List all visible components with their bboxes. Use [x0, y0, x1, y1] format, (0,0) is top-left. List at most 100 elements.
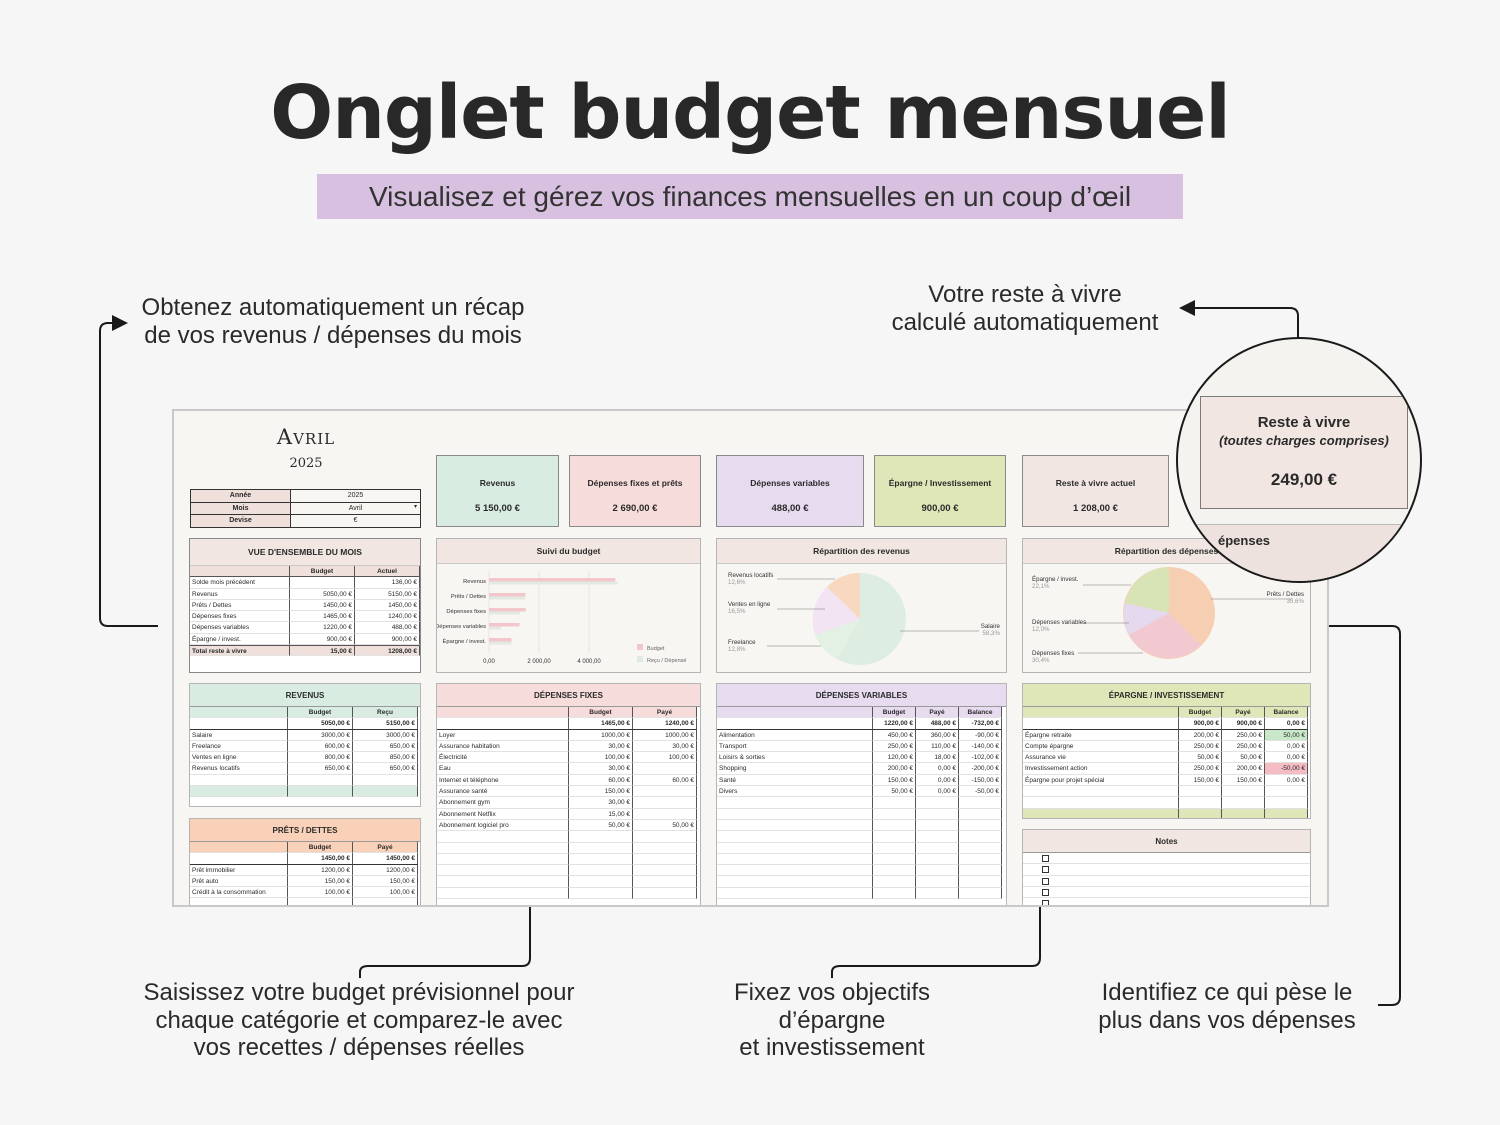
value-cell[interactable]: [916, 797, 959, 809]
value-cell[interactable]: 650,00 €: [353, 763, 418, 775]
value-cell[interactable]: 150,00 €: [353, 875, 418, 888]
value-cell[interactable]: 50,00 €: [1179, 752, 1222, 764]
row-label[interactable]: [717, 831, 873, 843]
row-label[interactable]: Compte épargne: [1023, 740, 1179, 753]
row-label[interactable]: Épargne pour projet spécial: [1023, 774, 1179, 787]
budget-cell[interactable]: 1465,00 €: [290, 611, 355, 623]
row-label[interactable]: Shopping: [717, 763, 873, 775]
value-cell[interactable]: 150,00 €: [873, 774, 916, 787]
value-cell[interactable]: [873, 808, 916, 820]
row-label[interactable]: Freelance: [190, 740, 288, 753]
value-cell[interactable]: [1265, 797, 1308, 809]
row-label[interactable]: Internet et téléphone: [437, 774, 569, 787]
value-cell[interactable]: 0,00 €: [1265, 740, 1308, 753]
row-label[interactable]: [190, 898, 288, 905]
value-cell[interactable]: 3000,00 €: [353, 729, 418, 741]
value-cell[interactable]: 150,00 €: [569, 786, 633, 798]
budget-cell[interactable]: 5050,00 €: [290, 588, 355, 600]
value-cell[interactable]: 0,00 €: [916, 774, 959, 787]
checkbox[interactable]: [1042, 855, 1049, 862]
value-cell[interactable]: [633, 842, 697, 854]
value-cell[interactable]: [569, 831, 633, 843]
value-cell[interactable]: 250,00 €: [1222, 729, 1265, 741]
value-cell[interactable]: [288, 898, 353, 905]
checkbox[interactable]: [1042, 888, 1049, 896]
row-label[interactable]: [1023, 808, 1179, 818]
value-cell[interactable]: [633, 887, 697, 900]
value-cell[interactable]: -102,00 €: [959, 752, 1002, 764]
value-cell[interactable]: [873, 853, 916, 866]
row-label[interactable]: Investissement action: [1023, 763, 1179, 775]
row-label[interactable]: [437, 865, 569, 877]
checkbox[interactable]: [1042, 866, 1049, 874]
value-cell[interactable]: [916, 842, 959, 854]
row-label[interactable]: Crédit à la consommation: [190, 887, 288, 899]
row-label[interactable]: [437, 831, 569, 843]
value-cell[interactable]: [959, 876, 1002, 888]
row-label[interactable]: [437, 842, 569, 854]
value-cell[interactable]: [959, 853, 1002, 866]
value-cell[interactable]: 250,00 €: [1179, 740, 1222, 753]
value-cell[interactable]: [873, 797, 916, 809]
row-label[interactable]: [717, 797, 873, 809]
row-label[interactable]: [717, 865, 873, 877]
value-cell[interactable]: [569, 887, 633, 900]
value-cell[interactable]: [633, 831, 697, 843]
value-cell[interactable]: 15,00 €: [569, 808, 633, 820]
value-cell[interactable]: [633, 797, 697, 809]
row-label[interactable]: Prêt immobilier: [190, 864, 288, 876]
value-cell[interactable]: [633, 865, 697, 877]
value-cell[interactable]: -140,00 €: [959, 740, 1002, 753]
value-cell[interactable]: [569, 876, 633, 888]
row-label[interactable]: Ventes en ligne: [190, 752, 288, 764]
row-label[interactable]: [190, 786, 288, 798]
row-label[interactable]: Abonnement Netflix: [437, 808, 569, 820]
budget-cell[interactable]: 1450,00 €: [290, 599, 355, 612]
value-cell[interactable]: [1179, 797, 1222, 809]
value-cell[interactable]: 3000,00 €: [288, 729, 353, 741]
value-cell[interactable]: [1179, 808, 1222, 818]
value-cell[interactable]: [1265, 808, 1308, 818]
value-cell[interactable]: 150,00 €: [288, 875, 353, 888]
value-cell[interactable]: [873, 831, 916, 843]
value-cell[interactable]: [916, 819, 959, 832]
value-cell[interactable]: 100,00 €: [633, 752, 697, 764]
value-cell[interactable]: 150,00 €: [1222, 774, 1265, 787]
row-label[interactable]: Prêt auto: [190, 875, 288, 888]
value-cell[interactable]: 50,00 €: [1265, 729, 1308, 741]
value-cell[interactable]: 450,00 €: [873, 729, 916, 741]
value-cell[interactable]: 0,00 €: [916, 786, 959, 798]
value-cell[interactable]: 0,00 €: [916, 763, 959, 775]
value-cell[interactable]: -90,00 €: [959, 729, 1002, 741]
value-cell[interactable]: 30,00 €: [569, 797, 633, 809]
row-label[interactable]: [1023, 786, 1179, 798]
row-label[interactable]: Abonnement gym: [437, 797, 569, 809]
value-cell[interactable]: [959, 831, 1002, 843]
value-cell[interactable]: [916, 876, 959, 888]
row-label[interactable]: [717, 887, 873, 900]
row-label[interactable]: [717, 842, 873, 854]
value-cell[interactable]: 250,00 €: [1222, 740, 1265, 753]
value-cell[interactable]: -50,00 €: [1265, 763, 1308, 775]
value-cell[interactable]: 60,00 €: [569, 774, 633, 787]
currency-select[interactable]: €: [290, 514, 421, 528]
value-cell[interactable]: [1265, 786, 1308, 798]
month-select[interactable]: Avril ▾: [290, 501, 421, 515]
value-cell[interactable]: 1000,00 €: [633, 729, 697, 741]
value-cell[interactable]: 250,00 €: [873, 740, 916, 753]
budget-cell[interactable]: 900,00 €: [290, 633, 355, 646]
row-label[interactable]: Santé: [717, 774, 873, 787]
value-cell[interactable]: [353, 786, 418, 798]
year-select[interactable]: 2025: [290, 489, 421, 503]
row-label[interactable]: Assurance habitation: [437, 740, 569, 753]
budget-cell[interactable]: [290, 577, 355, 589]
value-cell[interactable]: 250,00 €: [1179, 763, 1222, 775]
value-cell[interactable]: 110,00 €: [916, 740, 959, 753]
row-label[interactable]: [437, 853, 569, 866]
value-cell[interactable]: 360,00 €: [916, 729, 959, 741]
row-label[interactable]: [437, 876, 569, 888]
value-cell[interactable]: 850,00 €: [353, 752, 418, 764]
row-label[interactable]: Électricité: [437, 752, 569, 764]
actual-cell[interactable]: 136,00 €: [355, 577, 420, 589]
value-cell[interactable]: [959, 865, 1002, 877]
